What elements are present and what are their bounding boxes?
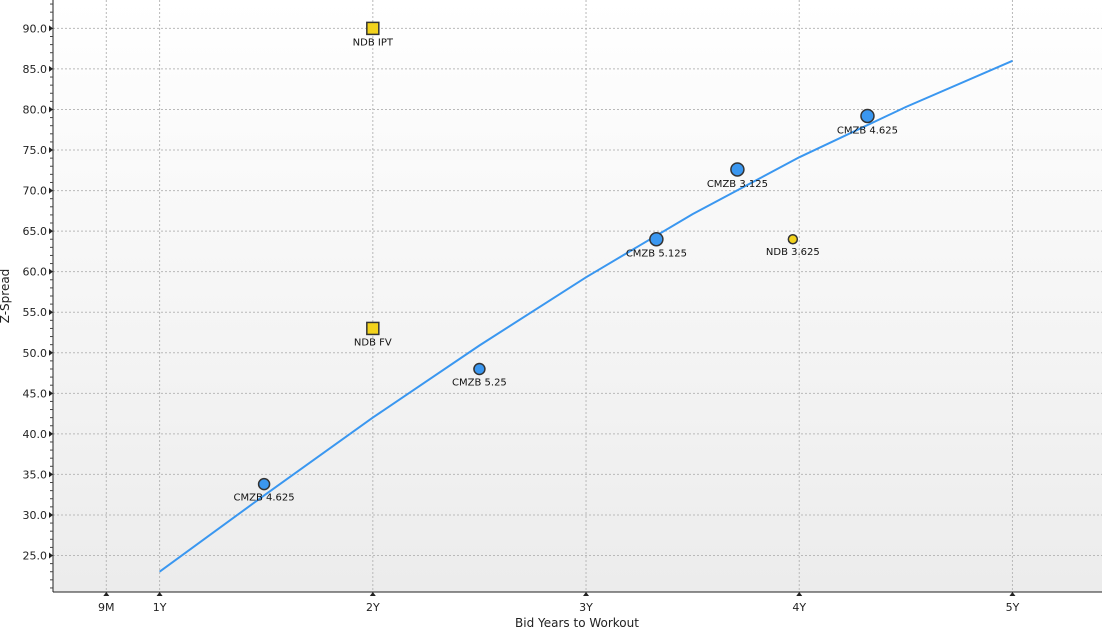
- x-axis-ticks: 9M 1Y 2Y 3Y 4Y 5Y: [98, 592, 1020, 614]
- point-label: NDB FV: [354, 337, 392, 348]
- x-tick-label: 5Y: [1006, 601, 1020, 614]
- y-tick-label: 75.0: [23, 144, 48, 157]
- x-tick-mark: [103, 592, 110, 596]
- x-tick-mark: [583, 592, 590, 596]
- y-tick-mark: [49, 309, 53, 316]
- y-tick-label: 85.0: [23, 63, 48, 76]
- x-tick-label: 4Y: [792, 601, 806, 614]
- y-tick-mark: [49, 430, 53, 437]
- y-tick-label: 65.0: [23, 225, 48, 238]
- y-tick-label: 30.0: [23, 509, 48, 522]
- x-tick-label: 1Y: [153, 601, 167, 614]
- y-tick-label: 80.0: [23, 103, 48, 116]
- y-tick-label: 60.0: [23, 266, 48, 279]
- y-tick-mark: [49, 268, 53, 275]
- y-tick-mark: [49, 511, 53, 518]
- cmzb-point: [730, 162, 745, 177]
- x-tick-mark: [369, 592, 376, 596]
- y-tick-mark: [49, 390, 53, 397]
- cmzb-point: [860, 108, 875, 124]
- y-axis-ticks: 25.0 30.0 35.0 40.0 45.0 50.0 55.0 60.0 65.0 70.0…: [23, 3, 53, 589]
- ndb-point: [366, 21, 380, 36]
- point-label: NDB 3.625: [766, 247, 820, 258]
- y-tick-mark: [49, 552, 53, 559]
- y-tick-label: 25.0: [23, 550, 48, 563]
- y-tick-mark: [49, 349, 53, 356]
- y-tick-label: 35.0: [23, 468, 48, 481]
- y-axis-title: Z-Spread: [0, 269, 12, 324]
- point-label: CMZB 4.625: [234, 493, 295, 504]
- point-label: NDB IPT: [353, 37, 394, 48]
- point-label: CMZB 4.625: [837, 125, 898, 136]
- x-tick-mark: [796, 592, 803, 596]
- y-tick-label: 45.0: [23, 387, 48, 400]
- y-tick-label: 70.0: [23, 185, 48, 198]
- cmzb-point: [473, 362, 486, 376]
- ndb-point: [366, 321, 380, 336]
- y-tick-mark: [49, 471, 53, 478]
- ndb-point: [787, 233, 799, 245]
- cmzb-point: [257, 477, 271, 491]
- y-tick-mark: [49, 25, 53, 32]
- x-tick-label: 2Y: [366, 601, 380, 614]
- grid: [53, 0, 1102, 592]
- y-tick-mark: [49, 147, 53, 154]
- y-tick-label: 55.0: [23, 306, 48, 319]
- y-tick-mark: [49, 65, 53, 72]
- point-label: CMZB 3.125: [707, 179, 768, 190]
- plot-background: [53, 0, 1102, 592]
- x-tick-label: 3Y: [579, 601, 593, 614]
- y-tick-label: 40.0: [23, 428, 48, 441]
- point-label: CMZB 5.25: [452, 377, 507, 388]
- fitted-curve: [159, 59, 1013, 573]
- x-tick-mark: [1009, 592, 1016, 596]
- cmzb-point: [649, 231, 664, 247]
- y-tick-mark: [49, 228, 53, 235]
- x-axis-title: Bid Years to Workout: [515, 616, 639, 630]
- x-tick-mark: [156, 592, 163, 596]
- y-tick-mark: [49, 106, 53, 113]
- y-tick-label: 90.0: [23, 22, 48, 35]
- data-points: CMZB 4.625 CMZB 5.25 CMZB 5.125 CMZB 3.125 C…: [234, 21, 898, 504]
- x-tick-label: 9M: [98, 601, 115, 614]
- point-label: CMZB 5.125: [626, 249, 687, 260]
- y-tick-mark: [49, 187, 53, 194]
- y-tick-label: 50.0: [23, 347, 48, 360]
